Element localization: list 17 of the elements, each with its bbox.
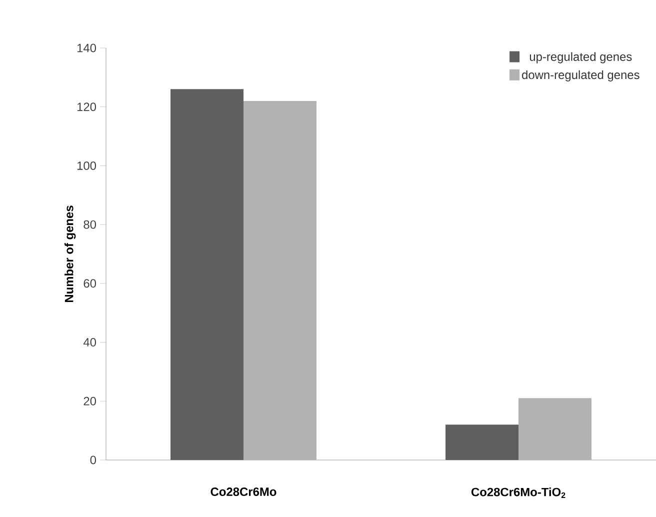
legend-label: up-regulated genes bbox=[530, 52, 632, 64]
bar bbox=[518, 398, 592, 460]
y-tick-label: 40 bbox=[83, 338, 96, 346]
bar bbox=[244, 100, 317, 460]
y-tick-label: 140 bbox=[77, 44, 96, 52]
bar bbox=[170, 89, 244, 460]
y-tick-label: 120 bbox=[77, 102, 96, 112]
legend-label: down-regulated genes bbox=[522, 70, 640, 82]
y-tick-label: 60 bbox=[84, 279, 96, 288]
y-tick-label: 80 bbox=[84, 220, 96, 229]
bar bbox=[446, 424, 519, 460]
y-tick-label: 100 bbox=[77, 161, 96, 170]
x-tick-label: Co28Cr6Mo bbox=[210, 488, 276, 496]
x-tick-label: Co28Cr6Mo-TiO$_{2}$ bbox=[471, 488, 566, 498]
y-tick-label: 20 bbox=[84, 396, 96, 406]
y-tick-label: 0 bbox=[90, 456, 96, 464]
y-axis-title: Number of genes bbox=[64, 206, 76, 302]
